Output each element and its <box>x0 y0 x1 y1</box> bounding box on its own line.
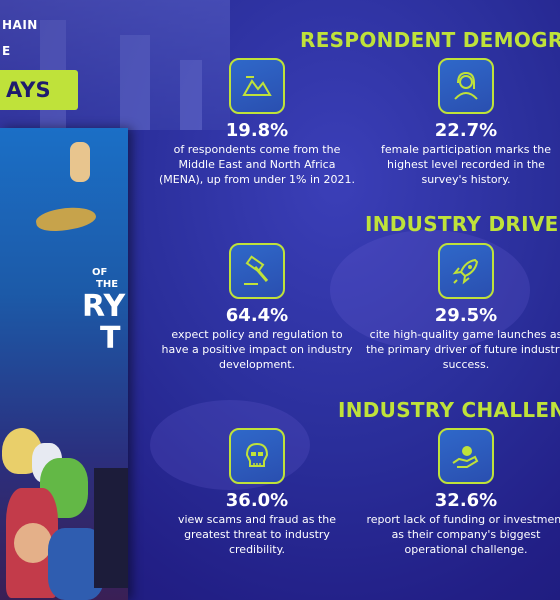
rocket-icon <box>438 243 494 299</box>
stat-value: 36.0% <box>225 490 289 511</box>
stat-description: report lack of funding or investment as … <box>366 513 560 556</box>
stat-description: view scams and fraud as the greatest thr… <box>177 513 337 556</box>
stat-description: of respondents come from the Middle East… <box>159 143 355 186</box>
mountains-map-icon <box>229 58 285 114</box>
cover-title-line-3: RY <box>82 289 126 324</box>
header-line-1: HAIN <box>2 18 38 32</box>
castle-tower <box>120 35 150 130</box>
cover-character <box>14 523 52 563</box>
female-user-icon <box>438 58 494 114</box>
cover-character <box>70 142 90 182</box>
stat-description: cite high-quality game launches as the p… <box>366 328 560 371</box>
castle-tower <box>180 60 202 130</box>
stat-description: expect policy and regulation to have a p… <box>161 328 353 371</box>
stat-mena-respondents: 19.8% of respondents come from the Middl… <box>157 58 357 187</box>
cover-title-line-4: T <box>100 321 121 356</box>
cover-title-line-1: OF <box>92 267 108 278</box>
stat-game-launches: 29.5% cite high-quality game launches as… <box>366 243 560 372</box>
stat-value: 19.8% <box>225 120 289 141</box>
stat-value: 29.5% <box>434 305 498 326</box>
stat-value: 32.6% <box>434 490 498 511</box>
stat-value: 64.4% <box>225 305 289 326</box>
section-title-drivers: INDUSTRY DRIVER <box>365 212 560 236</box>
cover-title-line-2: THE <box>96 279 119 290</box>
stat-female-participation: 22.7% female participation marks the hig… <box>366 58 560 187</box>
section-title-demographics: RESPONDENT DEMOGRA <box>300 28 560 52</box>
stat-value: 22.7% <box>434 120 498 141</box>
cover-spaceship <box>34 202 98 236</box>
funding-hand-icon <box>438 428 494 484</box>
section-title-challenges: INDUSTRY CHALLENG <box>338 398 560 422</box>
stat-description: female participation marks the highest l… <box>380 143 552 186</box>
report-cover-image: OF THE RY T <box>0 128 128 600</box>
cover-character <box>94 468 128 588</box>
skull-icon <box>229 428 285 484</box>
gavel-icon <box>229 243 285 299</box>
stat-scams-fraud: 36.0% view scams and fraud as the greate… <box>157 428 357 557</box>
key-takeaways-badge: AYS <box>0 70 78 110</box>
stat-lack-of-funding: 32.6% report lack of funding or investme… <box>366 428 560 557</box>
badge-label: AYS <box>6 78 51 102</box>
background-cloud <box>330 230 530 350</box>
header-line-2: E <box>2 44 11 58</box>
stat-policy-regulation: 64.4% expect policy and regulation to ha… <box>157 243 357 372</box>
